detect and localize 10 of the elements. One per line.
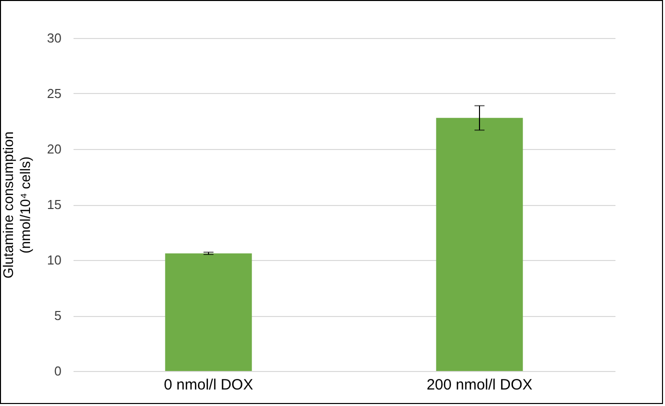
y-tick-label: 20 bbox=[47, 142, 62, 156]
x-tick-label: 0 nmol/l DOX bbox=[164, 376, 254, 394]
y-tick-label: 25 bbox=[47, 86, 62, 101]
y-axis-title: Glutamine consumption (nmol/10⁴ cells) bbox=[0, 131, 34, 279]
x-tick-label: 200 nmol/l DOX bbox=[426, 376, 532, 394]
y-tick-label: 10 bbox=[47, 252, 62, 268]
y-tick-label: 0 bbox=[54, 364, 62, 378]
y-tick-label: 15 bbox=[47, 197, 62, 212]
y-tick-label: 30 bbox=[47, 30, 62, 46]
y-tick-label: 5 bbox=[54, 308, 62, 323]
